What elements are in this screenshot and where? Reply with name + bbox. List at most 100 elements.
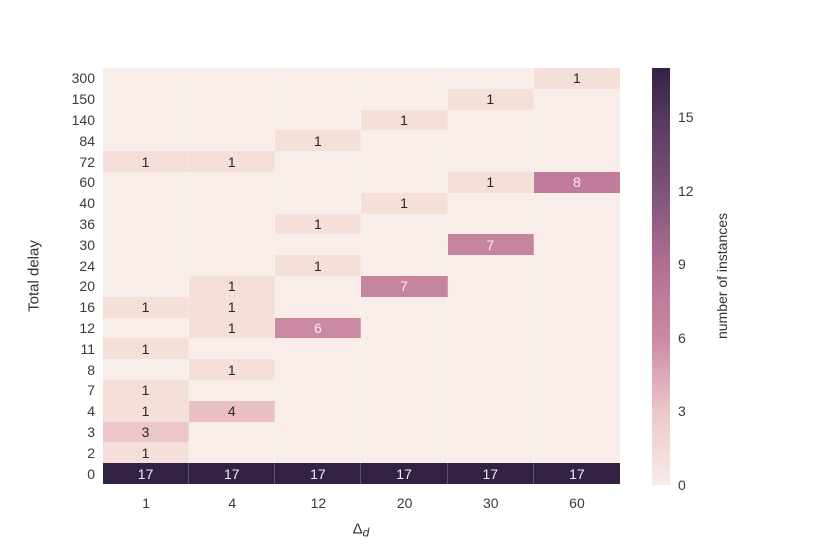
heatmap-cell [361,317,448,339]
heatmap-cell: 7 [361,275,448,297]
heatmap-cell-value: 17 [396,465,412,482]
y-tick-label: 4 [87,403,95,420]
heatmap-cell [447,275,534,297]
heatmap-cell: 1 [103,338,190,360]
heatmap-cell [189,442,276,464]
x-axis-title-delta: Δ [352,520,363,538]
heatmap-cell [189,68,276,89]
heatmap-cell: 17 [447,463,534,484]
x-tick-label: 12 [310,495,327,511]
x-axis-title-subscript: d [362,525,370,540]
heatmap-cell [533,379,620,401]
heatmap-cell-value: 17 [223,465,240,482]
y-tick-label: 140 [71,111,95,128]
heatmap-cell [447,400,534,422]
heatmap-cell: 1 [447,88,534,110]
heatmap-cell [103,130,190,152]
heatmap-grid: 1 1 1 1 1 1 1 8 1 1 7 1 1 7 1 1 1 6 1 1 1 1 4 3 1 17 17 17 17 17 17 [103,68,620,484]
heatmap-cell-value: 1 [314,215,322,232]
heatmap-cell [361,359,448,380]
heatmap-cell-value: 17 [569,465,585,482]
heatmap-cell [447,192,534,214]
heatmap-cell [361,379,448,401]
heatmap-cell [275,400,362,422]
y-tick-label: 16 [79,299,95,316]
heatmap-cell [275,421,362,443]
heatmap-cell [189,255,276,276]
heatmap-cell-value: 1 [227,278,236,295]
heatmap-cell [103,359,190,380]
heatmap-cell-value: 1 [486,91,495,108]
heatmap-cell [361,130,448,152]
heatmap-cell [533,255,620,276]
heatmap-cell [361,88,448,110]
heatmap-cell: 1 [189,359,276,380]
heatmap-cell-value: 1 [486,174,495,191]
heatmap-cell-value: 1 [227,361,236,378]
heatmap-cell-value: 1 [141,382,150,399]
heatmap-cell-value: 1 [573,70,581,87]
heatmap-cell [361,234,448,256]
heatmap-cell-value: 17 [310,465,326,482]
y-tick-label: 60 [79,174,95,191]
heatmap-cell [533,192,620,214]
heatmap-cell-value: 7 [486,236,495,253]
heatmap-cell: 17 [189,463,276,484]
heatmap-cell: 1 [189,296,276,318]
heatmap-cell-value: 17 [482,465,499,482]
colorbar-tick-labels: 0 3 6 9 12 15 [678,68,708,492]
heatmap-cell-value: 1 [314,132,322,149]
heatmap-cell [189,109,276,131]
heatmap-cell: 17 [275,463,362,484]
y-tick-label: 8 [87,361,95,378]
heatmap-cell [447,359,534,380]
heatmap-cell [447,442,534,464]
heatmap-cell [275,68,362,89]
heatmap-cell: 3 [103,421,190,443]
heatmap-cell: 1 [103,296,190,318]
heatmap-cell [189,130,276,152]
y-tick-label: 12 [79,319,95,336]
heatmap-cell [189,192,276,214]
y-tick-label: 0 [87,465,95,482]
heatmap-cell [447,296,534,318]
heatmap-cell [275,296,362,318]
heatmap-cell-value: 1 [141,299,150,316]
y-tick-label: 2 [87,444,95,461]
heatmap-cell: 4 [189,400,276,422]
heatmap-cell [275,171,362,193]
heatmap-cell [361,421,448,443]
colorbar-tick-label: 3 [678,403,686,420]
heatmap-cell [275,359,362,380]
heatmap-cell-value: 6 [314,319,322,336]
heatmap-cell [533,275,620,297]
heatmap-cell [533,421,620,443]
colorbar-tick-label: 12 [678,182,694,199]
heatmap-cell [533,109,620,131]
heatmap-cell: 1 [189,317,276,339]
heatmap-cell [103,213,190,235]
heatmap-cell: 1 [189,151,276,172]
heatmap-cell-value: 8 [573,174,581,191]
heatmap-cell [103,234,190,256]
colorbar-tick-label: 0 [678,477,686,493]
heatmap-cell [447,151,534,172]
heatmap-cell [189,234,276,256]
heatmap-cell: 1 [275,213,362,235]
y-axis-tick-labels: 300 150 140 84 72 60 40 36 30 24 20 16 12 11 8 7 4 3 2 0 [0,68,95,484]
heatmap-cell-value: 1 [141,403,150,420]
heatmap-cell [361,68,448,89]
heatmap-cell: 1 [361,192,448,214]
heatmap-cell [275,275,362,297]
heatmap-cell [275,442,362,464]
heatmap-cell-value: 1 [141,153,150,170]
x-axis-title: Δd [353,521,370,540]
x-tick-label: 60 [569,495,585,511]
y-tick-label: 7 [87,382,95,399]
y-tick-label: 20 [79,278,95,295]
heatmap-cell [189,421,276,443]
heatmap-cell [533,359,620,380]
heatmap-cell-value: 1 [227,299,236,316]
heatmap-cell-value: 1 [314,257,322,274]
